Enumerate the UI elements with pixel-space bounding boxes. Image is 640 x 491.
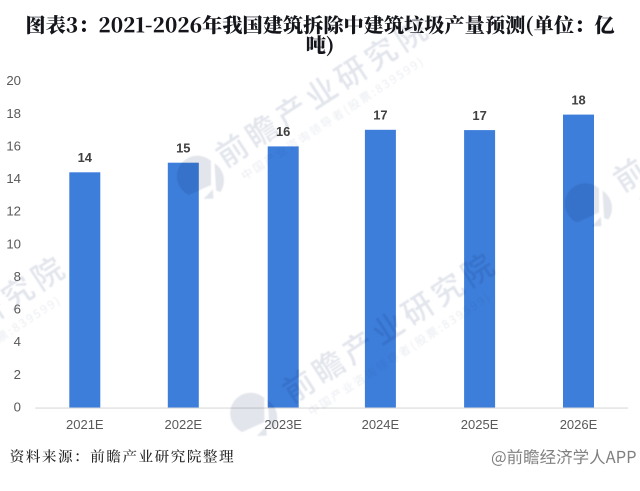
svg-text:10: 10: [6, 236, 21, 251]
svg-text:18: 18: [6, 106, 21, 121]
svg-text:0: 0: [14, 399, 21, 414]
svg-text:2026E: 2026E: [560, 417, 598, 432]
svg-text:2025E: 2025E: [461, 417, 499, 432]
svg-text:2023E: 2023E: [264, 417, 302, 432]
svg-text:16: 16: [276, 124, 290, 139]
svg-text:17: 17: [373, 108, 387, 123]
svg-text:16: 16: [6, 138, 21, 153]
svg-text:15: 15: [176, 141, 190, 156]
svg-text:2024E: 2024E: [362, 417, 400, 432]
svg-text:17: 17: [472, 108, 486, 123]
svg-text:18: 18: [571, 92, 585, 107]
svg-text:2: 2: [14, 367, 21, 382]
svg-text:14: 14: [78, 150, 93, 165]
svg-text:8: 8: [14, 269, 21, 284]
svg-text:2021E: 2021E: [66, 417, 104, 432]
svg-text:2022E: 2022E: [165, 417, 203, 432]
svg-text:14: 14: [6, 171, 21, 186]
svg-text:6: 6: [14, 302, 21, 317]
svg-text:20: 20: [6, 73, 21, 88]
svg-text:4: 4: [14, 334, 21, 349]
svg-text:12: 12: [6, 204, 21, 219]
